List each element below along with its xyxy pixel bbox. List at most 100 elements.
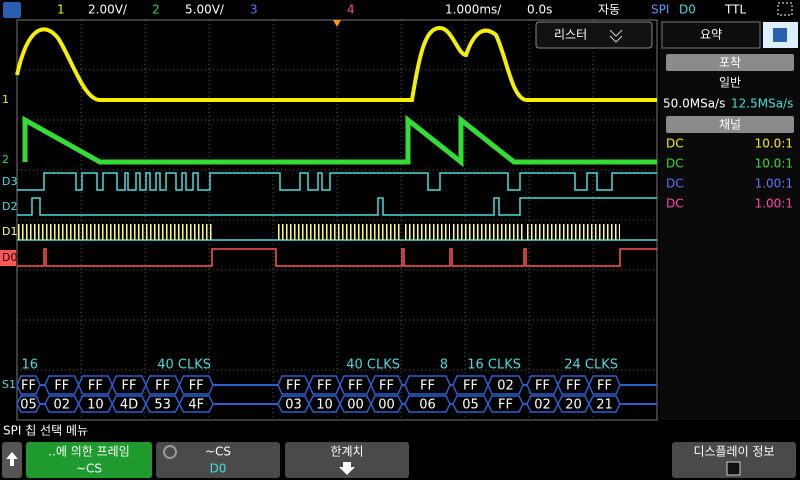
knob-icon — [163, 445, 177, 459]
bus-cell — [588, 375, 621, 395]
bus-byte: FF — [54, 379, 69, 394]
channel-labels: 1 2 D3 D2 D1 D0 S1 — [0, 93, 17, 391]
channel-label: D3 — [2, 175, 17, 188]
capture-icon — [777, 2, 793, 16]
bus-byte: FF — [155, 379, 170, 394]
channel-probe: 10.0:1 — [755, 157, 793, 171]
bus-byte: 53 — [154, 398, 171, 413]
bus-cell — [404, 375, 451, 395]
menu-icon[interactable] — [3, 2, 21, 18]
d3-waveform — [17, 172, 657, 191]
bus-byte: 4D — [120, 398, 138, 413]
ch3: 3 — [250, 3, 258, 17]
ch4: 4 — [347, 3, 355, 17]
d0-waveform — [17, 248, 657, 267]
lister-button[interactable] — [535, 21, 653, 49]
channel-label: D1 — [2, 225, 17, 238]
bus-cell — [370, 395, 403, 413]
bus-cell — [588, 395, 621, 413]
trigger-type: SPI — [651, 3, 669, 17]
softkey-6-label: 디스플레이 정보 — [693, 445, 774, 459]
back-arrow — [6, 452, 18, 466]
channel-probe: 1.00:1 — [755, 197, 793, 211]
bus-byte: 10 — [87, 398, 104, 413]
channel-label: D2 — [2, 200, 17, 213]
frame-label: 24 CLKS — [564, 358, 618, 373]
summary-tab[interactable] — [661, 21, 761, 49]
trigger-marker — [333, 20, 341, 27]
submenu-arrow — [339, 462, 355, 475]
ch1: 1 — [57, 3, 65, 17]
bus-byte: 20 — [565, 398, 582, 413]
bus-cell — [178, 375, 214, 395]
bus-byte: FF — [379, 379, 394, 394]
frame-label: 16 — [21, 358, 38, 373]
bus-byte: FF — [21, 379, 36, 394]
bus-byte: 00 — [347, 398, 364, 413]
channel-label: 1 — [2, 93, 9, 106]
d2-waveform — [17, 197, 657, 216]
trigger-level: TTL — [724, 3, 746, 17]
softkey-2-value: D0 — [210, 462, 227, 476]
summary-tab-label: 요약 — [700, 27, 722, 42]
bus-byte: 21 — [596, 398, 613, 413]
ch1-waveform — [15, 25, 657, 102]
bus-byte: FF — [88, 379, 103, 394]
frame-label: 40 CLKS — [157, 358, 211, 373]
bus-byte: 02 — [534, 398, 551, 413]
lister-label: 리스터 — [554, 28, 587, 42]
bus-cell — [487, 375, 524, 395]
frame-label: 16 CLKS — [467, 358, 521, 373]
channel-list: DC 10.0:1 DC 10.0:1 DC 1.00:1 DC 1.00:1 — [666, 137, 793, 211]
softkey-1-value: ~CS — [76, 462, 102, 476]
softkey-6[interactable] — [672, 442, 796, 478]
panel-icon — [773, 28, 787, 42]
acquisition-header — [666, 54, 794, 71]
bus-byte: 06 — [419, 398, 436, 413]
channel-coupling: DC — [666, 137, 684, 151]
label-box — [0, 250, 16, 266]
bus-byte: 00 — [378, 398, 395, 413]
bus-byte: FF — [286, 379, 301, 394]
graticule — [17, 20, 657, 420]
bus-byte: 4F — [188, 398, 204, 413]
bus-byte: 05 — [20, 398, 37, 413]
frame-label: 40 CLKS — [346, 358, 400, 373]
bus-byte: FF — [597, 379, 612, 394]
bus-cell — [370, 375, 403, 395]
channel-probe: 10.0:1 — [755, 137, 793, 151]
channels-header — [666, 116, 794, 133]
bus-byte: FF — [535, 379, 550, 394]
softkey-1-label: ..에 의한 프레임 — [48, 445, 130, 459]
bus-cell — [16, 395, 41, 413]
softkey-3-label: 한계치 — [330, 445, 363, 459]
bus-byte: FF — [463, 379, 478, 394]
softkey-2[interactable] — [156, 442, 280, 478]
channel-label: D0 — [2, 251, 17, 264]
checkbox[interactable] — [726, 461, 741, 476]
ch2-waveform — [22, 114, 657, 168]
ch1-scale: 2.00V/ — [88, 3, 128, 17]
bus-cell — [178, 395, 214, 413]
bus-byte: 02 — [497, 379, 514, 394]
frame-label: 8 — [440, 358, 448, 373]
softkey-3[interactable] — [285, 442, 409, 478]
channel-coupling: DC — [666, 197, 684, 211]
bus-cell — [404, 395, 451, 413]
bus-cell — [487, 395, 524, 413]
bus-byte: FF — [317, 379, 332, 394]
bus-byte: FF — [122, 379, 137, 394]
spi-decode: 16 FF 05 40 CLKS FF FF FF FF FF 02 10 4D 53 4F 40 CLKS… — [16, 358, 657, 413]
sample-rate: 50.0MSa/s — [663, 97, 725, 111]
bus-byte: 03 — [285, 398, 302, 413]
bus-byte: FF — [189, 379, 204, 394]
bus-byte: 10 — [316, 398, 333, 413]
ch2: 2 — [152, 3, 160, 17]
softkey-1[interactable] — [26, 442, 152, 478]
bus-byte: FF — [498, 398, 513, 413]
lister-expand — [609, 29, 623, 43]
bus-byte: 05 — [462, 398, 479, 413]
channels-title: 채널 — [719, 118, 741, 132]
